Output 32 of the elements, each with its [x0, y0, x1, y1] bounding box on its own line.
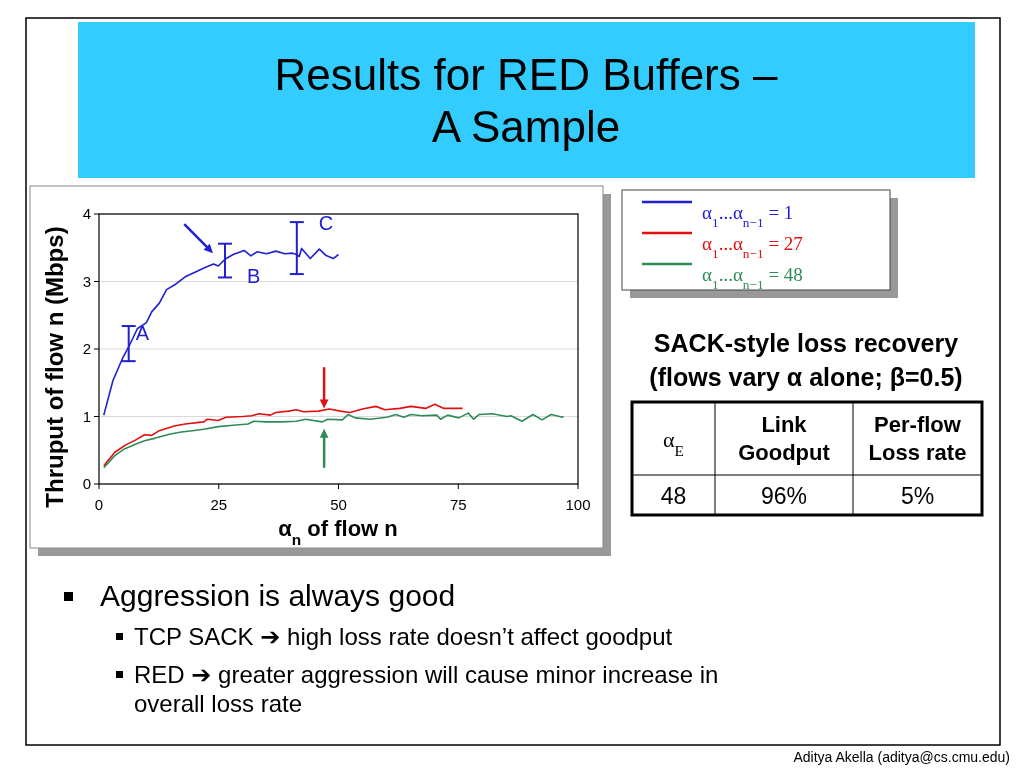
annotation: B [246, 265, 261, 288]
legend-label: α$_{1}$...α$_{n−1}$ = 27 [702, 233, 803, 261]
line-series [102, 412, 565, 469]
x-tick-label: 50 [330, 496, 347, 513]
chart-title: Results for RED Buffers – A Sample [274, 50, 778, 151]
x-tick-label: 25 [210, 496, 228, 513]
legend-label: α$_{1}$...α$_{n−1}$ = 1 [702, 202, 794, 230]
text: 48 [660, 483, 687, 509]
text: (flows vary α alone; β=0.5) [649, 363, 963, 391]
legend-label: α$_{1}$...α$_{n−1}$ = 48 [702, 264, 803, 292]
y-tick-label: 2 [82, 340, 91, 357]
y-tick-label: 3 [82, 272, 91, 290]
category-label: Link Goodput [738, 412, 831, 465]
y-tick-label: 4 [82, 205, 91, 222]
annotation: C [318, 212, 334, 235]
text: Aggression is always good [100, 579, 456, 612]
text: TCP SACK ➔ high loss rate doesn’t affect goodput [134, 623, 673, 650]
x-axis-title: α$_{n}$ of flow n [278, 516, 398, 548]
category-label: Per-flow Loss rate [868, 412, 967, 465]
y-tick-label: 0 [82, 475, 91, 492]
annotation: A [135, 321, 150, 344]
y-tick-label: 1 [82, 407, 91, 425]
text: RED ➔ greater aggression will cause minor increase in overall loss rate [134, 661, 719, 717]
x-tick-label: 0 [94, 496, 104, 513]
y-axis-title: Thruput of flow n (Mbps) [41, 226, 68, 508]
text: 96% [760, 483, 808, 509]
x-tick-label: 100 [565, 496, 591, 513]
text: 5% [900, 483, 935, 509]
text: Aditya Akella (aditya@cs.cmu.edu) [793, 749, 1010, 765]
x-tick-label: 75 [449, 496, 467, 513]
text: SACK-style loss recovery [653, 329, 959, 357]
category-label: α$_{E}$ [663, 427, 684, 459]
